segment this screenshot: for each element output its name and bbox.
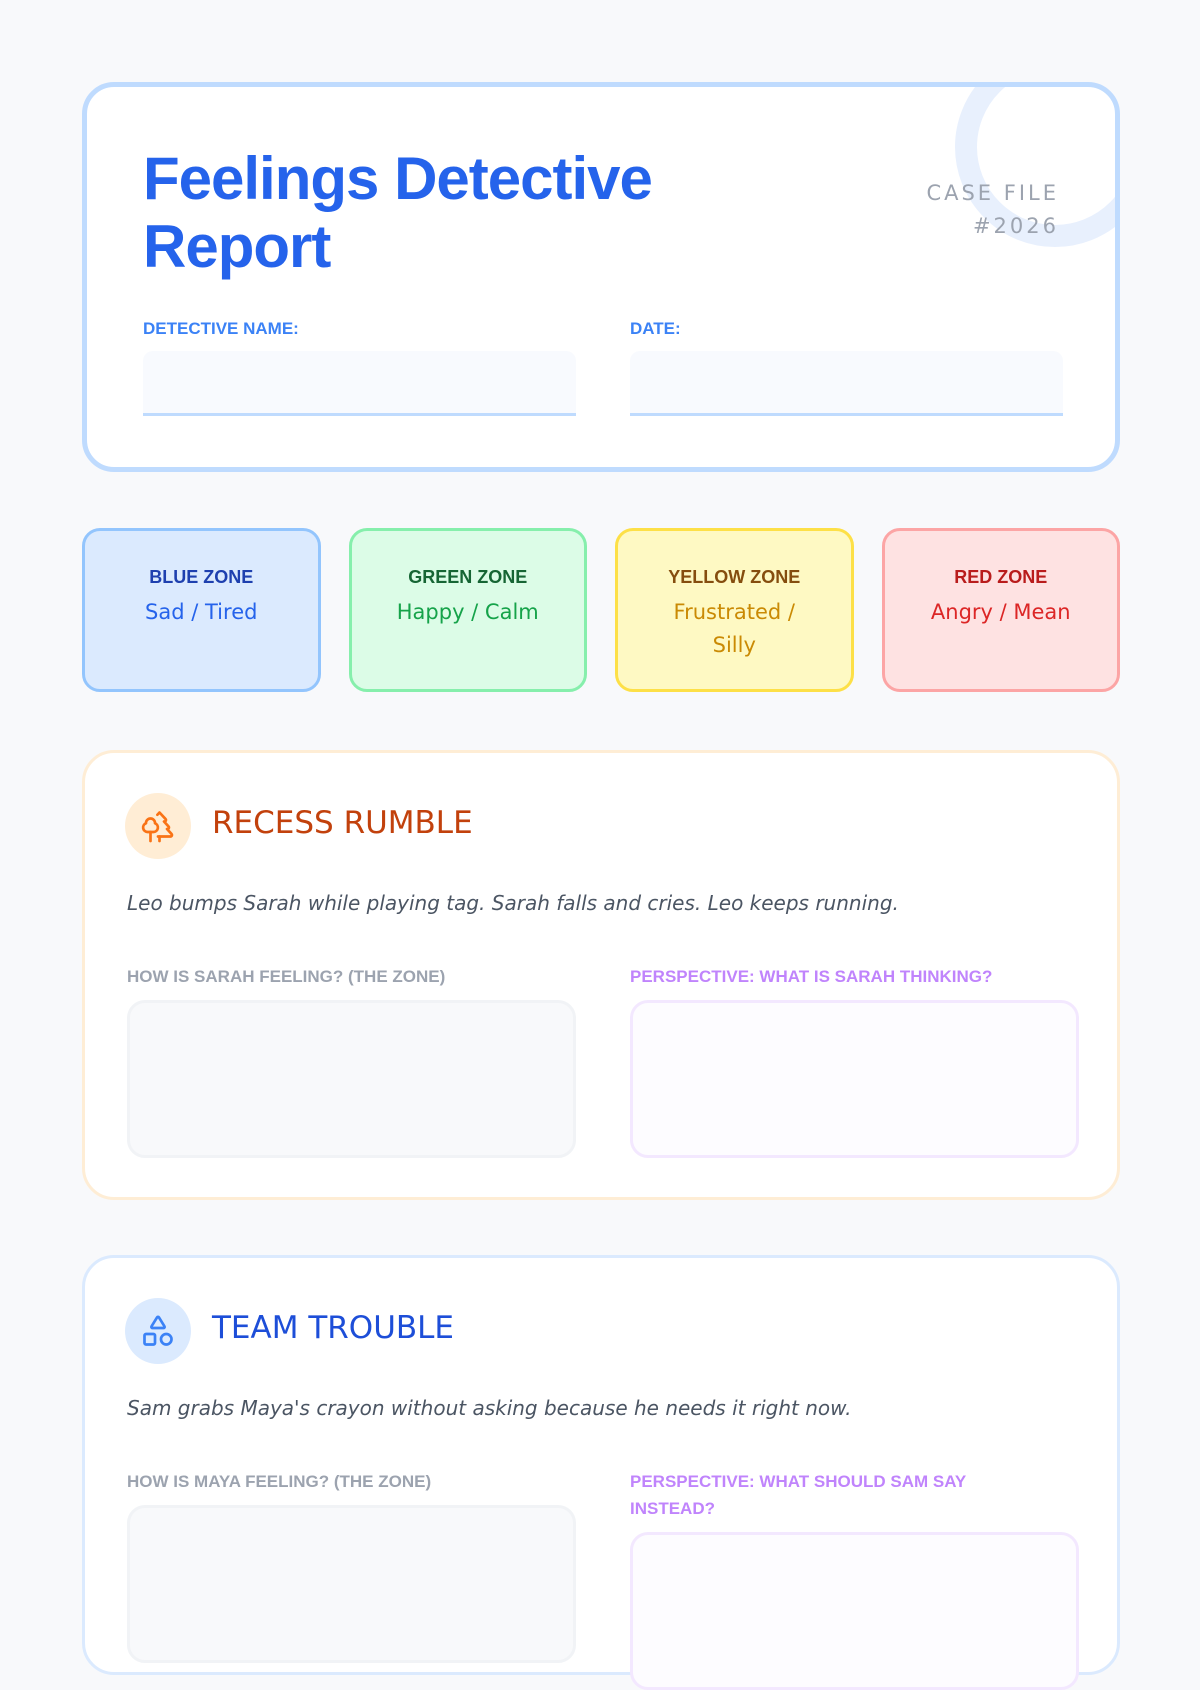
zone-yellow: YELLOW ZONE Frustrated / Silly [615,528,854,692]
zone-green: GREEN ZONE Happy / Calm [348,528,587,692]
zone-name: RED ZONE [954,567,1048,587]
zone-desc: Frustrated / Silly [673,600,795,657]
page-title: Feelings Detective Report [143,145,653,280]
date-field[interactable] [630,351,1063,416]
zone-desc: Happy / Calm [396,600,539,624]
perspective-question: PERSPECTIVE: WHAT IS SARAH THINKING? [630,967,993,986]
trees-icon [125,793,191,859]
perspective-answer-box[interactable] [630,1000,1079,1158]
case-number: #2026 [972,214,1059,238]
detective-name-field[interactable] [143,351,576,416]
perspective-question: PERSPECTIVE: WHAT SHOULD SAM SAY INSTEAD… [630,1472,966,1518]
feeling-question: HOW IS MAYA FEELING? (THE ZONE) [127,1472,432,1491]
case-file-label: CASE FILE [926,181,1059,205]
zone-desc: Sad / Tired [145,600,258,624]
report-header: Feelings Detective Report CASE FILE #202… [82,82,1120,472]
shapes-icon [125,1298,191,1364]
zone-name: YELLOW ZONE [668,567,801,587]
case-card-recess-rumble: RECESS RUMBLE Leo bumps Sarah while play… [82,750,1120,1200]
case-title: RECESS RUMBLE [212,805,473,841]
zone-name: GREEN ZONE [408,567,528,587]
case-title: TEAM TROUBLE [212,1310,455,1346]
case-story: Sam grabs Maya's crayon without asking b… [127,1396,852,1420]
detective-name-label: DETECTIVE NAME: [143,319,299,338]
zones-legend: BLUE ZONE Sad / Tired GREEN ZONE Happy /… [82,528,1120,692]
case-file: CASE FILE #2026 [926,177,1059,243]
feeling-question: HOW IS SARAH FEELING? (THE ZONE) [127,967,446,986]
zone-red: RED ZONE Angry / Mean [881,528,1120,692]
zone-desc: Angry / Mean [930,600,1071,624]
zone-name: BLUE ZONE [149,567,254,587]
feeling-answer-box[interactable] [127,1505,576,1663]
date-label: DATE: [630,319,681,338]
zone-blue: BLUE ZONE Sad / Tired [82,528,321,692]
perspective-answer-box[interactable] [630,1532,1079,1690]
case-story: Leo bumps Sarah while playing tag. Sarah… [127,891,899,915]
feeling-answer-box[interactable] [127,1000,576,1158]
case-card-team-trouble: TEAM TROUBLE Sam grabs Maya's crayon wit… [82,1255,1120,1690]
